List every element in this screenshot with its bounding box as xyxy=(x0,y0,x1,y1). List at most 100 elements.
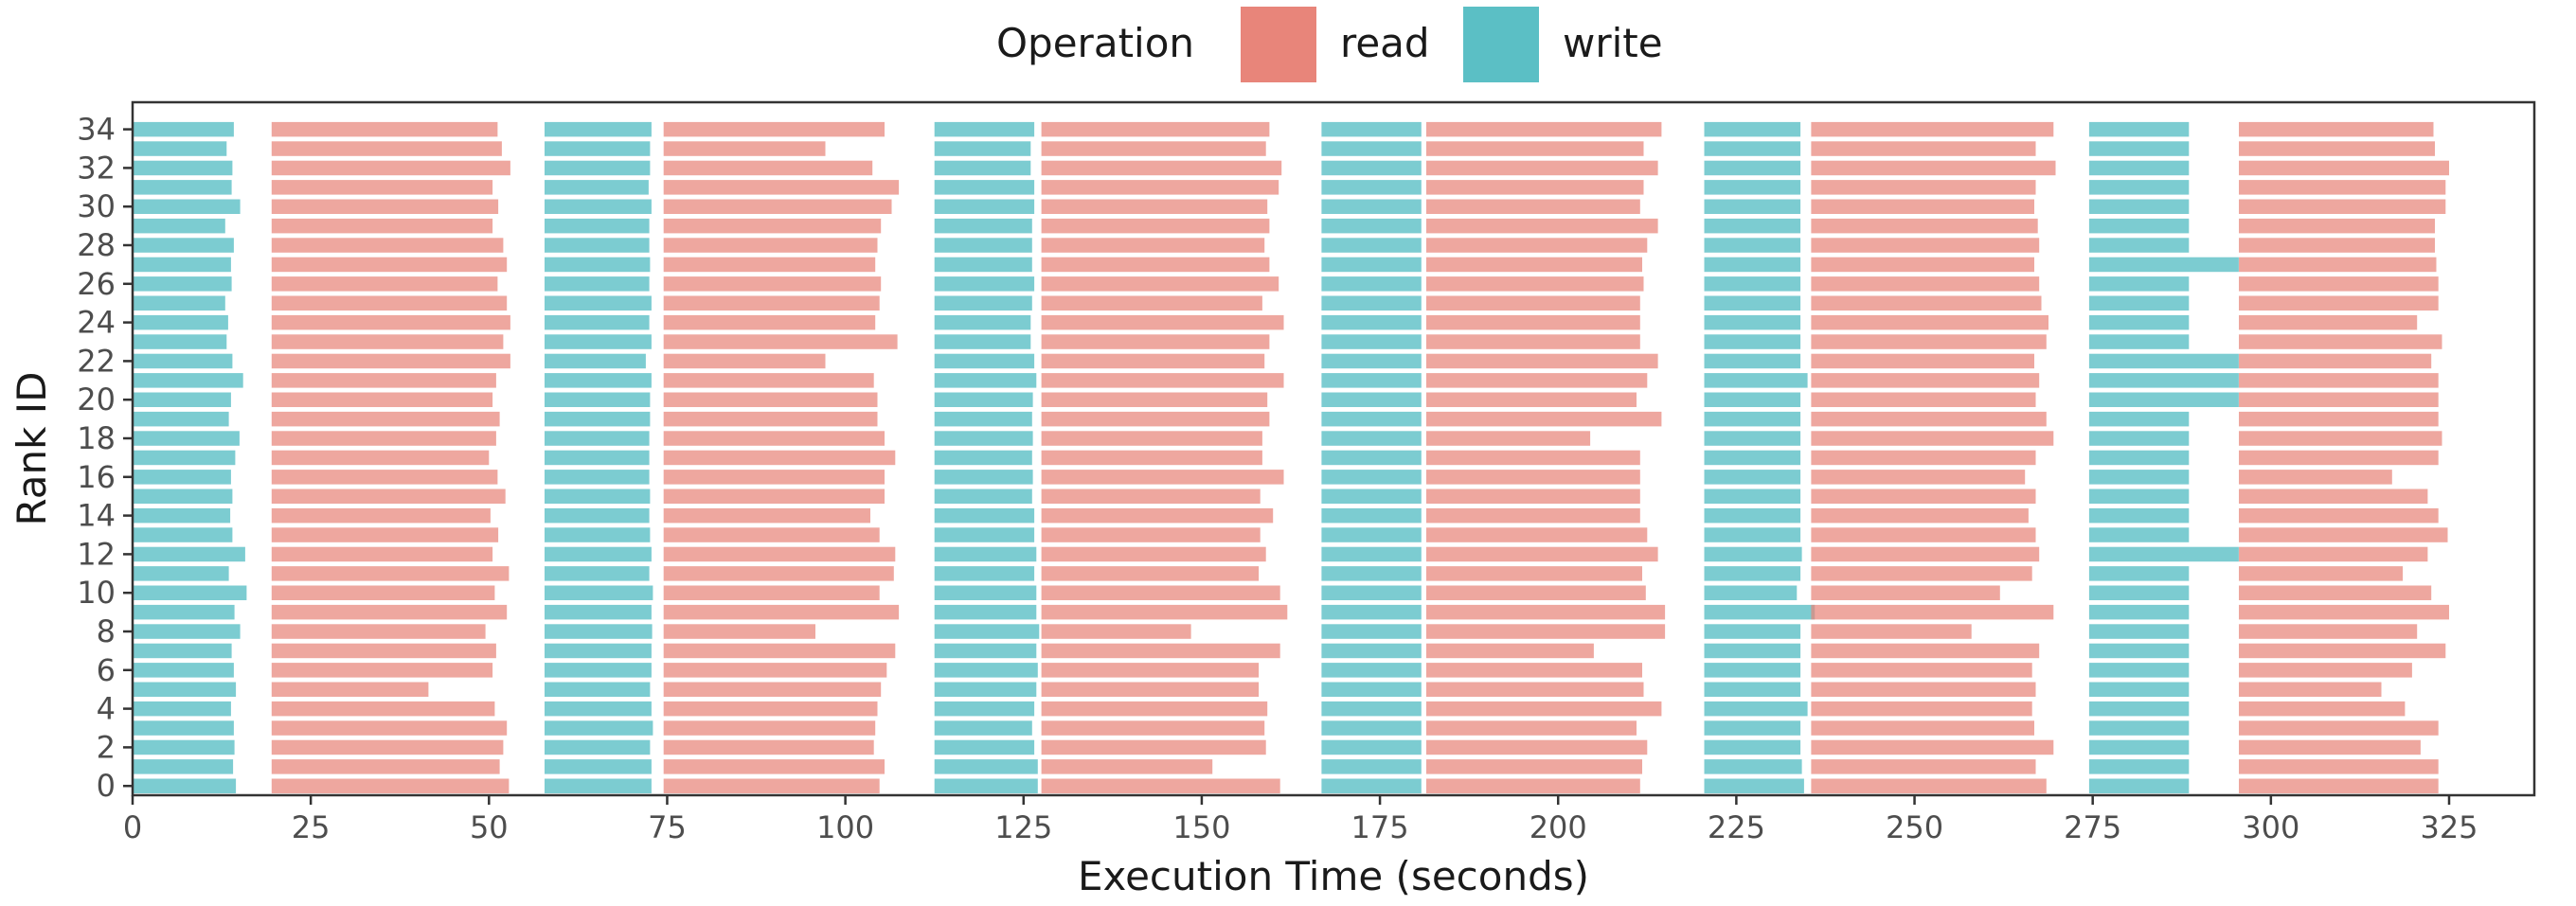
read-bar-phase11-rank13 xyxy=(2239,527,2448,542)
write-bar-phase4-rank18 xyxy=(934,431,1033,446)
read-bar-phase3-rank16 xyxy=(663,470,885,485)
read-bar-phase5-rank11 xyxy=(1041,566,1260,581)
write-bar-phase8-rank23 xyxy=(1704,334,1801,349)
read-bar-phase11-rank30 xyxy=(2239,199,2446,214)
write-bar-phase2-rank16 xyxy=(545,470,650,485)
write-bar-phase10-rank2 xyxy=(2088,739,2190,755)
read-bar-phase9-rank30 xyxy=(1811,199,2034,214)
read-bar-phase3-rank19 xyxy=(663,411,878,427)
read-bar-phase1-rank15 xyxy=(271,489,506,504)
read-bar-phase9-rank28 xyxy=(1811,238,2040,253)
write-bar-phase10-rank6 xyxy=(2088,663,2190,678)
read-bar-phase5-rank30 xyxy=(1041,199,1268,214)
read-bar-phase3-rank12 xyxy=(663,546,896,562)
write-bar-phase2-rank6 xyxy=(545,663,652,678)
write-bar-phase2-rank3 xyxy=(545,720,653,736)
x-tick-label: 250 xyxy=(1886,809,1943,845)
read-bar-phase9-rank34 xyxy=(1811,121,2054,137)
read-bar-phase3-rank2 xyxy=(663,739,874,755)
read-bar-phase9-rank14 xyxy=(1811,507,2029,524)
read-bar-phase9-rank23 xyxy=(1811,334,2047,349)
read-bar-phase5-rank5 xyxy=(1041,682,1260,697)
read-bar-phase1-rank14 xyxy=(271,507,491,524)
write-bar-phase8-rank20 xyxy=(1704,392,1801,407)
read-bar-phase3-rank15 xyxy=(663,489,885,504)
x-tick-label: 150 xyxy=(1172,809,1230,845)
read-bar-phase7-rank11 xyxy=(1426,566,1642,581)
read-bar-phase5-rank3 xyxy=(1041,720,1265,736)
read-bar-phase3-rank28 xyxy=(663,238,878,253)
write-bar-phase0-rank20 xyxy=(133,392,231,407)
write-bar-phase8-rank30 xyxy=(1704,199,1801,214)
read-bar-phase3-rank20 xyxy=(663,392,878,407)
write-bar-phase2-rank27 xyxy=(545,257,651,273)
read-bar-phase1-rank26 xyxy=(271,276,498,292)
read-bar-phase11-rank28 xyxy=(2239,238,2435,253)
write-bar-phase6-rank33 xyxy=(1321,141,1422,156)
write-bar-phase10-rank0 xyxy=(2088,778,2190,793)
read-bar-phase11-rank25 xyxy=(2239,295,2439,311)
read-bar-phase9-rank8 xyxy=(1811,624,1972,639)
write-bar-phase8-rank21 xyxy=(1704,373,1808,388)
write-bar-phase6-rank12 xyxy=(1321,546,1422,562)
read-bar-phase9-rank16 xyxy=(1811,470,2026,485)
write-bar-phase6-rank23 xyxy=(1321,334,1422,349)
write-bar-phase10-rank30 xyxy=(2088,199,2190,214)
read-bar-phase7-rank34 xyxy=(1426,121,1662,137)
read-bar-phase3-rank11 xyxy=(663,566,894,581)
write-bar-phase2-rank33 xyxy=(545,141,651,156)
read-bar-phase11-rank4 xyxy=(2239,701,2406,717)
read-bar-phase9-rank1 xyxy=(1811,759,2036,774)
write-bar-phase4-rank21 xyxy=(934,373,1037,388)
y-tick-label: 30 xyxy=(77,188,116,224)
y-tick-label: 4 xyxy=(97,691,116,727)
write-bar-phase8-rank11 xyxy=(1704,566,1801,581)
y-tick-label: 2 xyxy=(97,729,116,765)
write-bar-phase0-rank30 xyxy=(133,199,241,214)
read-bar-phase5-rank12 xyxy=(1041,546,1266,562)
write-bar-phase8-rank12 xyxy=(1704,546,1802,562)
read-bar-phase1-rank13 xyxy=(271,527,499,542)
write-bar-phase8-rank14 xyxy=(1704,507,1801,524)
read-bar-phase11-rank21 xyxy=(2239,373,2439,388)
read-bar-phase7-rank32 xyxy=(1426,160,1658,176)
y-tick-label: 20 xyxy=(77,382,116,417)
read-bar-phase7-rank15 xyxy=(1426,489,1640,504)
write-bar-phase2-rank15 xyxy=(545,489,651,504)
write-bar-phase0-rank25 xyxy=(133,295,225,311)
write-bar-phase0-rank21 xyxy=(133,373,243,388)
read-bar-phase1-rank27 xyxy=(271,257,508,273)
read-bar-phase9-rank12 xyxy=(1811,546,2040,562)
write-bar-phase6-rank1 xyxy=(1321,759,1422,774)
write-bar-phase6-rank3 xyxy=(1321,720,1422,736)
read-bar-phase9-rank7 xyxy=(1811,643,2040,659)
read-bar-phase1-rank21 xyxy=(271,373,496,388)
write-bar-phase0-rank33 xyxy=(133,141,227,156)
write-bar-phase4-rank9 xyxy=(934,604,1037,620)
y-tick-label: 26 xyxy=(77,266,116,302)
read-bar-phase1-rank6 xyxy=(271,663,493,678)
write-bar-phase10-rank20 xyxy=(2088,392,2239,407)
read-bar-phase7-rank25 xyxy=(1426,295,1640,311)
read-bar-phase1-rank2 xyxy=(271,739,504,755)
read-bar-phase7-rank33 xyxy=(1426,141,1644,156)
write-bar-phase6-rank8 xyxy=(1321,624,1422,639)
legend-title: Operation xyxy=(996,20,1194,66)
write-bar-phase6-rank9 xyxy=(1321,604,1422,620)
read-bar-phase3-rank31 xyxy=(663,180,900,195)
read-bar-phase7-rank21 xyxy=(1426,373,1648,388)
write-bar-phase2-rank24 xyxy=(545,314,650,330)
read-bar-phase9-rank26 xyxy=(1811,276,2040,292)
x-tick-label: 225 xyxy=(1708,809,1765,845)
read-bar-phase9-rank32 xyxy=(1811,160,2056,176)
write-bar-phase0-rank1 xyxy=(133,759,234,774)
read-bar-phase3-rank23 xyxy=(663,334,898,349)
read-bar-phase3-rank9 xyxy=(663,604,900,620)
read-bar-phase9-rank0 xyxy=(1811,778,2047,793)
write-bar-phase8-rank22 xyxy=(1704,353,1801,369)
write-bar-phase2-rank4 xyxy=(545,701,652,717)
read-bar-phase11-rank7 xyxy=(2239,643,2446,659)
write-bar-phase0-rank31 xyxy=(133,180,232,195)
write-bar-phase4-rank32 xyxy=(934,160,1031,176)
